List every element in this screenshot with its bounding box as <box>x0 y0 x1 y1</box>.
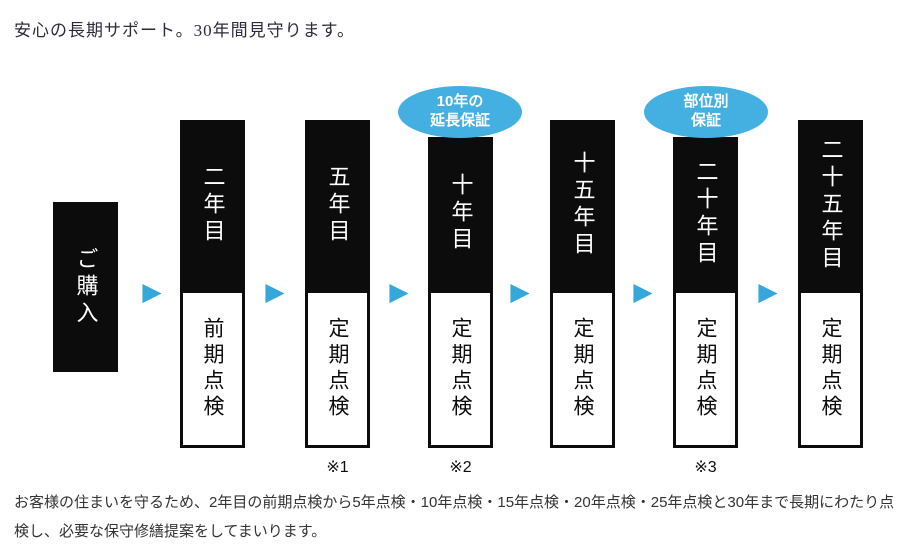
footer-description: お客様の住まいを守るため、2年目の前期点検から5年点検・10年点検・15年点検・… <box>14 494 895 540</box>
timeline-year-label: 十五年目 <box>570 151 596 259</box>
timeline-year-label: 二十年目 <box>693 159 719 268</box>
timeline-inspection-box-5: 定期点検 <box>305 290 370 448</box>
timeline-year-box-20: 二十年目 <box>673 137 738 290</box>
timeline-inspection-label: 定期点検 <box>571 317 595 421</box>
timeline-inspection-box-15: 定期点検 <box>550 290 615 448</box>
timeline-inspection-box-25: 定期点検 <box>798 290 863 448</box>
badge-line2: 延長保証 <box>429 112 490 129</box>
footnote-mark-3: ※3 <box>694 459 717 476</box>
timeline-year-box-2: 二年目 <box>180 120 245 290</box>
timeline-inspection-box-2: 前期点検 <box>180 290 245 448</box>
timeline-inspection-label: 定期点検 <box>326 317 350 421</box>
arrow-right-icon: ▶ <box>142 276 162 306</box>
timeline-year-label: 十年目 <box>448 173 474 254</box>
extended-warranty-badge: 10年の 延長保証 <box>398 86 522 138</box>
page-title: 安心の長期サポート。30年間見守ります。 <box>14 21 355 40</box>
badge-line2: 保証 <box>690 112 721 129</box>
timeline-year-box-25: 二十五年目 <box>798 120 863 290</box>
timeline-inspection-label: 前期点検 <box>201 317 225 421</box>
timeline-inspection-label: 定期点検 <box>694 317 718 421</box>
footnote-mark-1: ※1 <box>326 459 349 476</box>
arrow-right-icon: ▶ <box>265 276 285 306</box>
arrow-right-icon: ▶ <box>510 276 530 306</box>
badge-line1: 10年の <box>436 93 484 111</box>
timeline-inspection-box-20: 定期点検 <box>673 290 738 448</box>
timeline-year-box-5: 五年目 <box>305 120 370 290</box>
parts-warranty-badge: 部位別 保証 <box>644 86 768 138</box>
timeline-inspection-box-10: 定期点検 <box>428 290 493 448</box>
arrow-right-icon: ▶ <box>389 276 409 306</box>
timeline-start-box: ご購入 <box>53 202 118 372</box>
arrow-right-icon: ▶ <box>633 276 653 306</box>
badge-line1: 部位別 <box>683 93 729 111</box>
timeline-year-label: 五年目 <box>325 164 351 246</box>
timeline-start-label: ご購入 <box>73 246 99 328</box>
arrow-right-icon: ▶ <box>758 276 778 306</box>
timeline-inspection-label: 定期点検 <box>449 317 473 421</box>
timeline-year-box-15: 十五年目 <box>550 120 615 290</box>
footnote-mark-2: ※2 <box>449 459 472 476</box>
timeline-year-box-10: 十年目 <box>428 137 493 290</box>
timeline-year-label: 二年目 <box>200 164 226 246</box>
timeline-year-label: 二十五年目 <box>818 137 844 273</box>
timeline-inspection-label: 定期点検 <box>819 317 843 421</box>
